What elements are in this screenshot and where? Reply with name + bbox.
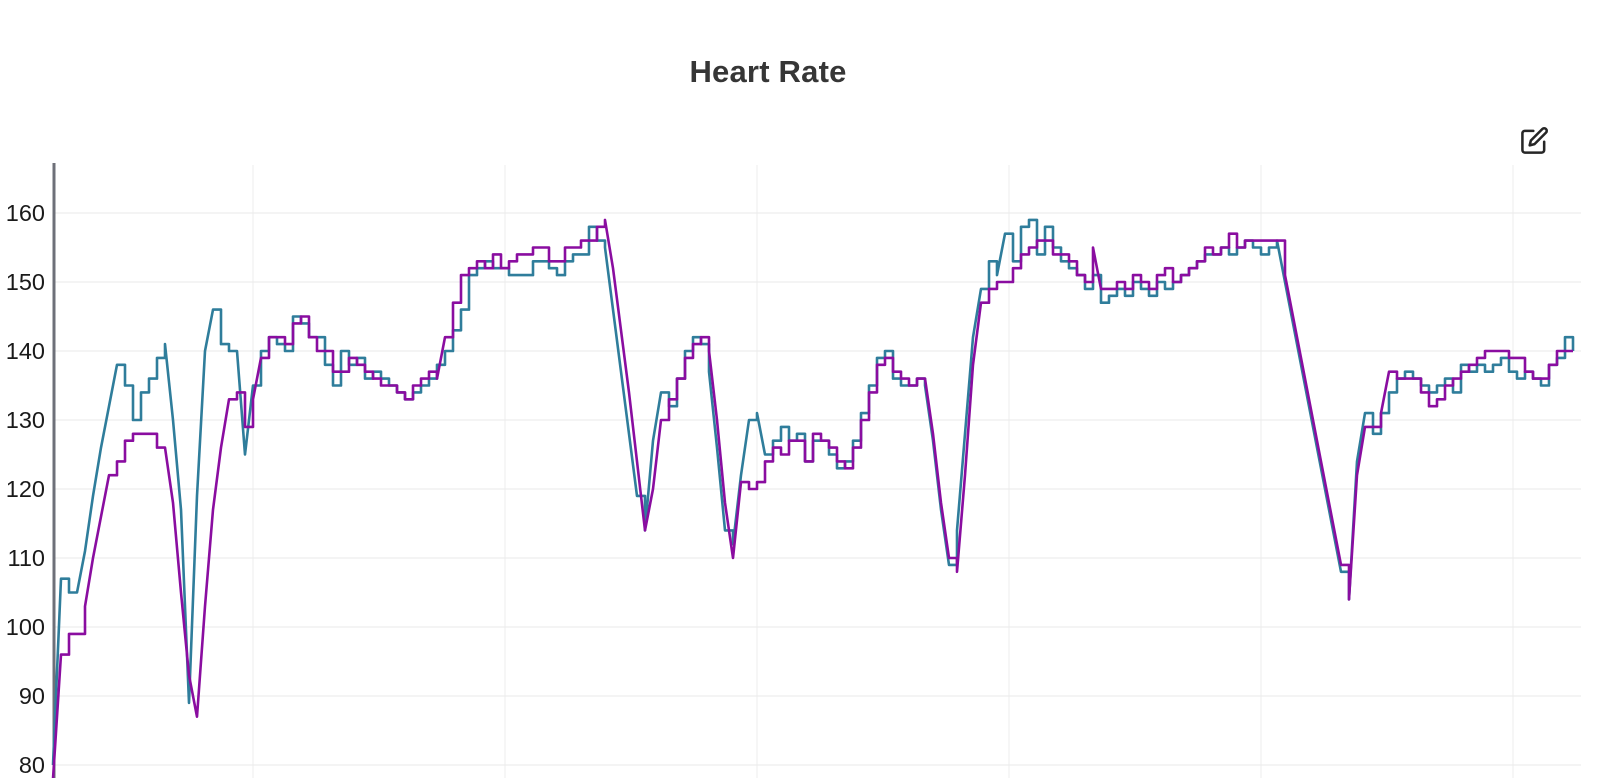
y-tick-label: 160 xyxy=(6,200,45,226)
y-tick-label: 80 xyxy=(19,752,45,778)
chart-title: Heart Rate xyxy=(689,54,847,89)
y-tick-label: 140 xyxy=(6,338,45,364)
y-tick-label: 150 xyxy=(6,269,45,295)
y-tick-label: 100 xyxy=(6,614,45,640)
heart-rate-series-teal xyxy=(51,218,1575,766)
edit-icon xyxy=(1520,126,1552,155)
y-tick-label: 120 xyxy=(6,476,45,502)
heart-rate-series-purple xyxy=(51,218,1573,778)
edit-button[interactable] xyxy=(1520,124,1552,156)
y-tick-label: 90 xyxy=(19,683,45,709)
y-tick-label: 110 xyxy=(8,545,45,571)
y-tick-label: 130 xyxy=(6,407,45,433)
